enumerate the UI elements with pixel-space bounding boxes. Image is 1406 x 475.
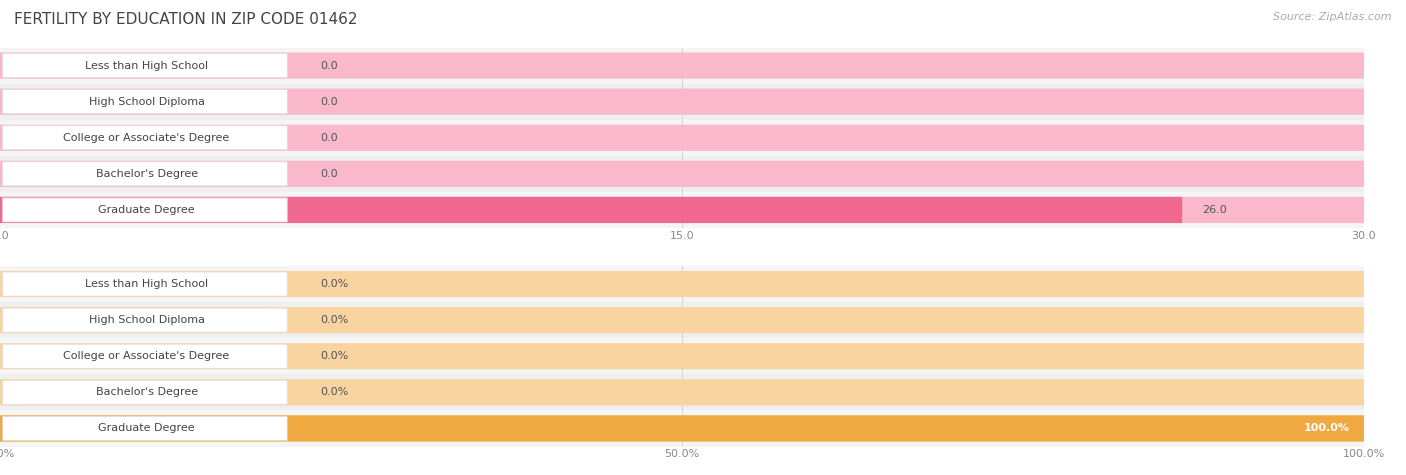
Bar bbox=[0, 120, 1364, 156]
FancyBboxPatch shape bbox=[0, 197, 1182, 223]
Text: 0.0%: 0.0% bbox=[321, 387, 349, 398]
Bar bbox=[0, 156, 1364, 192]
FancyBboxPatch shape bbox=[3, 272, 287, 296]
Text: 0.0: 0.0 bbox=[321, 60, 337, 71]
FancyBboxPatch shape bbox=[0, 343, 1364, 370]
FancyBboxPatch shape bbox=[0, 124, 1364, 151]
FancyBboxPatch shape bbox=[0, 197, 1364, 223]
FancyBboxPatch shape bbox=[3, 162, 287, 186]
FancyBboxPatch shape bbox=[0, 415, 1364, 442]
Text: High School Diploma: High School Diploma bbox=[89, 96, 205, 107]
Text: 0.0: 0.0 bbox=[321, 96, 337, 107]
Bar bbox=[0, 48, 1364, 84]
FancyBboxPatch shape bbox=[3, 90, 287, 114]
Text: 0.0: 0.0 bbox=[321, 169, 337, 179]
Text: Bachelor's Degree: Bachelor's Degree bbox=[96, 387, 198, 398]
Text: 0.0%: 0.0% bbox=[321, 351, 349, 361]
FancyBboxPatch shape bbox=[3, 417, 287, 440]
FancyBboxPatch shape bbox=[0, 271, 1364, 297]
Bar bbox=[0, 302, 1364, 338]
Text: FERTILITY BY EDUCATION IN ZIP CODE 01462: FERTILITY BY EDUCATION IN ZIP CODE 01462 bbox=[14, 12, 357, 27]
FancyBboxPatch shape bbox=[3, 344, 287, 368]
Text: 0.0%: 0.0% bbox=[321, 279, 349, 289]
FancyBboxPatch shape bbox=[0, 52, 1364, 79]
Text: 100.0%: 100.0% bbox=[1305, 423, 1350, 434]
Text: 26.0: 26.0 bbox=[1202, 205, 1227, 215]
FancyBboxPatch shape bbox=[3, 380, 287, 404]
FancyBboxPatch shape bbox=[0, 415, 1364, 442]
Text: Graduate Degree: Graduate Degree bbox=[98, 205, 195, 215]
Text: Less than High School: Less than High School bbox=[84, 279, 208, 289]
Text: College or Associate's Degree: College or Associate's Degree bbox=[63, 133, 229, 143]
FancyBboxPatch shape bbox=[3, 54, 287, 77]
Bar bbox=[0, 84, 1364, 120]
FancyBboxPatch shape bbox=[0, 161, 1364, 187]
Text: Source: ZipAtlas.com: Source: ZipAtlas.com bbox=[1274, 12, 1392, 22]
Bar bbox=[0, 410, 1364, 446]
Bar bbox=[0, 338, 1364, 374]
FancyBboxPatch shape bbox=[0, 88, 1364, 115]
FancyBboxPatch shape bbox=[0, 379, 1364, 406]
Text: 0.0%: 0.0% bbox=[321, 315, 349, 325]
Text: Graduate Degree: Graduate Degree bbox=[98, 423, 195, 434]
FancyBboxPatch shape bbox=[3, 308, 287, 332]
FancyBboxPatch shape bbox=[3, 198, 287, 222]
Text: High School Diploma: High School Diploma bbox=[89, 315, 205, 325]
Bar bbox=[0, 374, 1364, 410]
Bar bbox=[0, 266, 1364, 302]
FancyBboxPatch shape bbox=[3, 126, 287, 150]
FancyBboxPatch shape bbox=[0, 307, 1364, 333]
Text: 0.0: 0.0 bbox=[321, 133, 337, 143]
Text: Bachelor's Degree: Bachelor's Degree bbox=[96, 169, 198, 179]
Text: College or Associate's Degree: College or Associate's Degree bbox=[63, 351, 229, 361]
Bar bbox=[0, 192, 1364, 228]
Text: Less than High School: Less than High School bbox=[84, 60, 208, 71]
